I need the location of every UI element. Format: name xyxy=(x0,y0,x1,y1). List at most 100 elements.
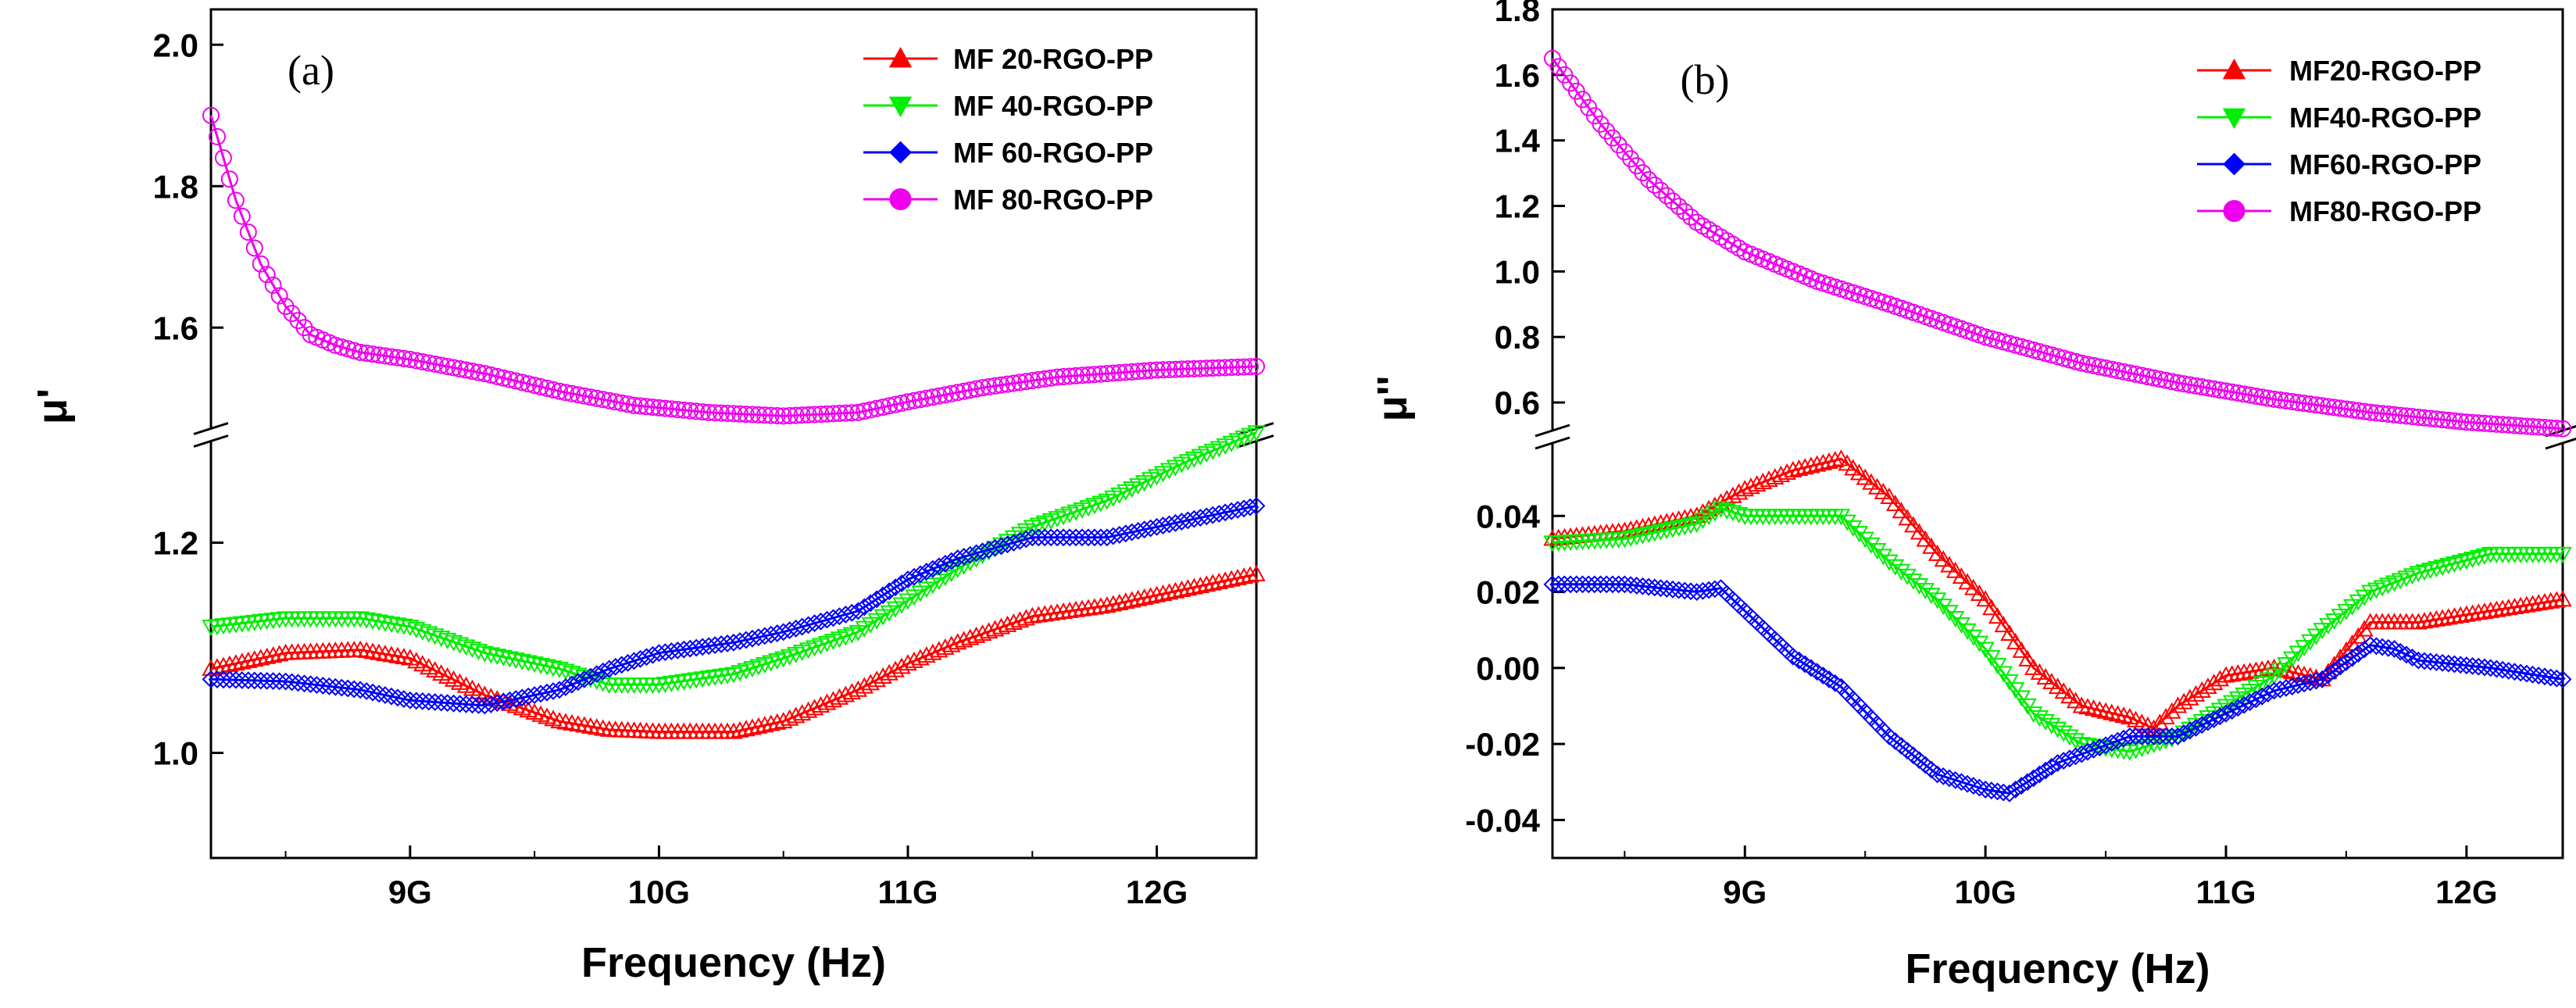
data-point xyxy=(1747,475,1767,492)
data-point xyxy=(1916,530,1935,547)
data-point xyxy=(2108,705,2128,722)
data-point xyxy=(245,671,264,690)
x-tick-label: 9G xyxy=(388,874,432,910)
data-point xyxy=(1862,289,1880,307)
data-point xyxy=(1198,359,1216,377)
data-point xyxy=(420,354,438,372)
y-tick-label: 1.0 xyxy=(153,735,198,772)
data-point xyxy=(2373,638,2392,656)
data-point xyxy=(1868,291,1886,309)
data-point xyxy=(650,399,668,416)
data-point xyxy=(749,406,767,424)
series-mf20-rgo-pp xyxy=(1543,449,2572,736)
data-point xyxy=(239,223,257,241)
data-point xyxy=(1826,451,1845,468)
data-point xyxy=(712,668,731,685)
data-point xyxy=(1645,176,1663,194)
data-point xyxy=(476,365,494,383)
data-point xyxy=(2288,645,2308,663)
data-point xyxy=(1988,782,2006,801)
data-point xyxy=(675,401,693,419)
data-point xyxy=(874,586,892,605)
data-point xyxy=(569,667,588,685)
data-point xyxy=(1123,591,1142,608)
data-point xyxy=(401,350,419,368)
data-point xyxy=(1886,495,1905,512)
data-point xyxy=(2163,702,2181,719)
data-point xyxy=(2553,420,2572,438)
data-point xyxy=(2103,703,2121,720)
data-point xyxy=(451,695,469,713)
data-point xyxy=(2517,595,2536,613)
data-point xyxy=(979,622,999,639)
y-tick-label: 1.6 xyxy=(1495,57,1540,94)
data-point xyxy=(1041,528,1060,547)
data-point xyxy=(817,693,837,710)
data-point xyxy=(2313,670,2331,688)
data-point xyxy=(1061,367,1079,385)
data-point xyxy=(619,395,637,413)
data-point xyxy=(2547,669,2566,688)
series-mf40-rgo-pp xyxy=(1543,501,2572,761)
data-point xyxy=(202,659,220,676)
data-point xyxy=(1940,556,1959,573)
data-point xyxy=(942,552,961,570)
data-point xyxy=(674,674,693,691)
data-point xyxy=(457,361,475,379)
data-point xyxy=(214,149,232,167)
data-point xyxy=(892,574,911,593)
y-axis-label: μ'' xyxy=(1369,376,1416,422)
data-point xyxy=(581,717,600,734)
data-point xyxy=(520,375,538,393)
data-point xyxy=(1543,575,1562,594)
data-point xyxy=(942,635,961,652)
data-point xyxy=(457,695,475,713)
data-point xyxy=(2356,402,2374,420)
data-point xyxy=(1820,452,1838,469)
data-point xyxy=(1742,477,1760,495)
data-point xyxy=(581,388,599,406)
data-point xyxy=(1964,578,1983,595)
data-point xyxy=(1142,362,1159,380)
data-point xyxy=(1652,579,1670,598)
data-point xyxy=(575,387,593,405)
data-point xyxy=(2138,727,2157,745)
data-point xyxy=(2506,416,2524,434)
data-point xyxy=(892,657,911,674)
data-point xyxy=(893,394,911,412)
data-point xyxy=(252,671,270,690)
data-point xyxy=(688,402,706,420)
data-point xyxy=(1831,509,1851,526)
data-point xyxy=(786,706,806,724)
data-point xyxy=(681,673,699,690)
data-point xyxy=(762,406,780,424)
data-point xyxy=(861,674,880,691)
data-point xyxy=(420,626,438,643)
data-point xyxy=(656,676,675,694)
data-point xyxy=(2542,419,2560,437)
data-point xyxy=(2493,660,2512,679)
data-point xyxy=(917,389,935,407)
data-point xyxy=(1952,567,1971,584)
data-point xyxy=(1946,318,1964,336)
data-point xyxy=(395,648,413,665)
data-point xyxy=(966,626,986,643)
data-point xyxy=(252,255,270,273)
y-tick-label: 1.0 xyxy=(1495,253,1540,290)
data-point xyxy=(949,384,966,402)
data-point xyxy=(208,670,227,688)
data-point xyxy=(370,614,388,631)
data-point xyxy=(1192,359,1209,377)
data-point xyxy=(2211,381,2229,399)
data-point xyxy=(905,651,924,668)
data-point xyxy=(220,670,239,689)
data-point xyxy=(2090,700,2110,717)
data-point xyxy=(2265,390,2283,408)
data-point xyxy=(1898,568,1917,585)
data-point xyxy=(382,617,401,634)
data-point xyxy=(2156,727,2175,745)
data-point xyxy=(1651,524,1670,541)
data-point xyxy=(1023,606,1041,624)
data-point xyxy=(830,688,849,705)
data-point xyxy=(2151,370,2169,388)
